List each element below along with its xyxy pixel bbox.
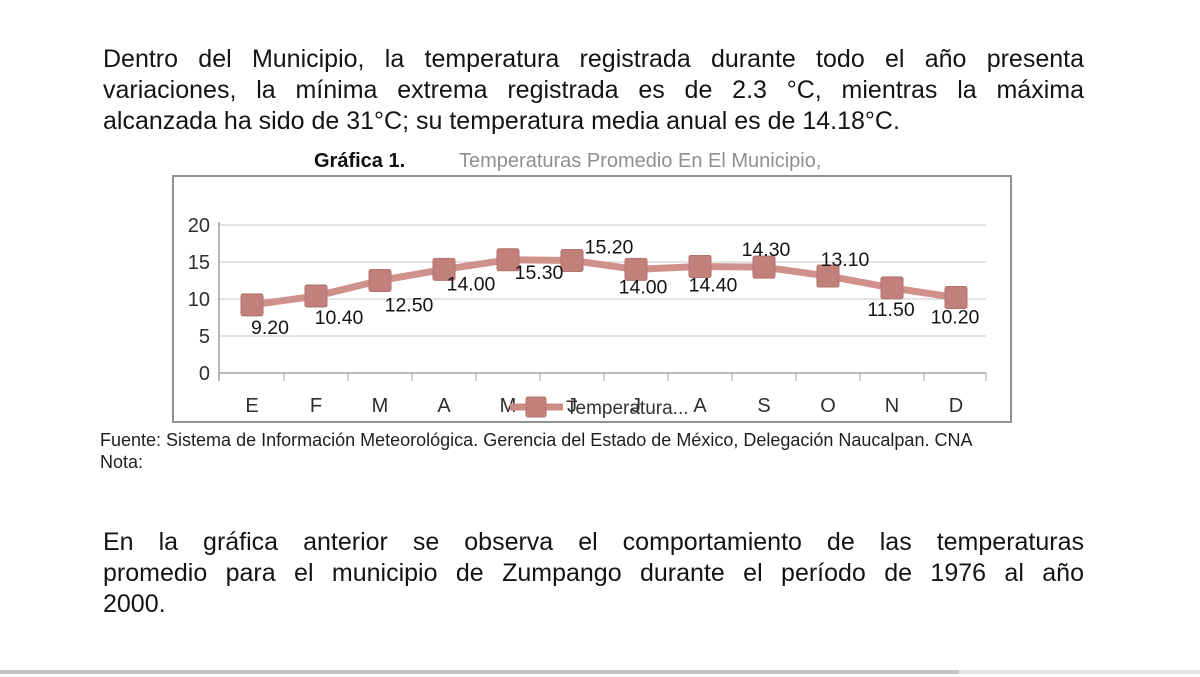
data-label: 12.50 — [385, 295, 434, 317]
data-point-marker — [560, 249, 584, 273]
data-point-marker — [752, 255, 776, 279]
data-label: 14.30 — [742, 239, 791, 261]
text-line: 2000. — [103, 590, 166, 618]
data-point-marker — [944, 286, 968, 310]
source-note: Fuente: Sistema de Información Meteoroló… — [100, 430, 1130, 473]
x-category-label: A — [437, 395, 451, 417]
chart-caption-title: Temperaturas Promedio En El Municipio, — [459, 150, 822, 172]
data-point-marker — [368, 269, 392, 292]
x-category-label: J — [631, 395, 641, 417]
scrollbar-thumb[interactable] — [0, 670, 959, 674]
bottom-scrollbar — [0, 670, 1200, 674]
data-point-marker — [304, 284, 328, 308]
y-tick-label: 15 — [188, 252, 210, 274]
data-point-marker — [816, 264, 840, 288]
data-label: 14.00 — [447, 273, 496, 295]
data-point-marker — [688, 254, 712, 278]
text-line: promedio para el municipio de Zumpango d… — [103, 559, 1084, 587]
source-line: Fuente: Sistema de Información Meteoroló… — [100, 430, 973, 450]
data-label: 10.20 — [931, 307, 980, 329]
data-label: 10.40 — [315, 307, 364, 329]
legend-label: Temperatura... — [566, 398, 689, 419]
y-tick-label: 0 — [199, 363, 210, 385]
chart-canvas: 0 5 10 15 20 E F M A M J J A S O N D 9.20 10.40 12.50 14.00 1… — [188, 215, 987, 419]
data-point-marker — [432, 257, 456, 281]
x-category-label: A — [693, 395, 707, 417]
y-tick-label: 20 — [188, 215, 210, 237]
x-category-label: O — [820, 395, 836, 417]
x-category-label: J — [567, 395, 577, 417]
y-tick-label: 10 — [188, 289, 210, 311]
x-category-label: S — [757, 395, 770, 417]
data-point-marker — [240, 293, 264, 317]
text-line: variaciones, la mínima extrema registrad… — [103, 76, 1084, 104]
nota-line: Nota: — [100, 451, 144, 472]
x-category-label: E — [245, 395, 258, 417]
x-category-label: M — [500, 395, 517, 417]
x-category-label: D — [949, 395, 963, 417]
data-label: 9.20 — [251, 317, 289, 339]
chart-caption: Gráfica 1. Temperaturas Promedio En El M… — [172, 149, 1012, 174]
y-tick-label: 5 — [199, 326, 210, 348]
data-point-marker — [624, 257, 648, 281]
data-label: 11.50 — [867, 299, 915, 321]
data-label: 15.30 — [515, 262, 564, 284]
data-label: 15.20 — [585, 237, 634, 259]
chart-caption-label: Gráfica 1. — [314, 150, 406, 172]
legend-marker — [525, 396, 547, 418]
closing-paragraph: En la gráfica anterior se observa el com… — [103, 527, 1084, 620]
x-category-label: F — [310, 395, 322, 417]
text-line: Dentro del Municipio, la temperatura reg… — [103, 45, 1084, 73]
data-point-marker — [880, 276, 904, 300]
temperature-chart: 0 5 10 15 20 E F M A M J J A S O N D 9.20 10.40 12.50 14.00 1… — [172, 175, 1012, 423]
text-line: alcanzada ha sido de 31°C; su temperatur… — [103, 107, 900, 135]
x-category-label: N — [885, 395, 899, 417]
data-point-marker — [496, 248, 520, 272]
data-label: 13.10 — [821, 249, 870, 271]
text-line: En la gráfica anterior se observa el com… — [103, 528, 1084, 556]
intro-paragraph: Dentro del Municipio, la temperatura reg… — [103, 44, 1084, 137]
data-label: 14.40 — [689, 274, 738, 296]
data-label: 14.00 — [619, 276, 668, 298]
x-category-label: M — [372, 395, 389, 417]
